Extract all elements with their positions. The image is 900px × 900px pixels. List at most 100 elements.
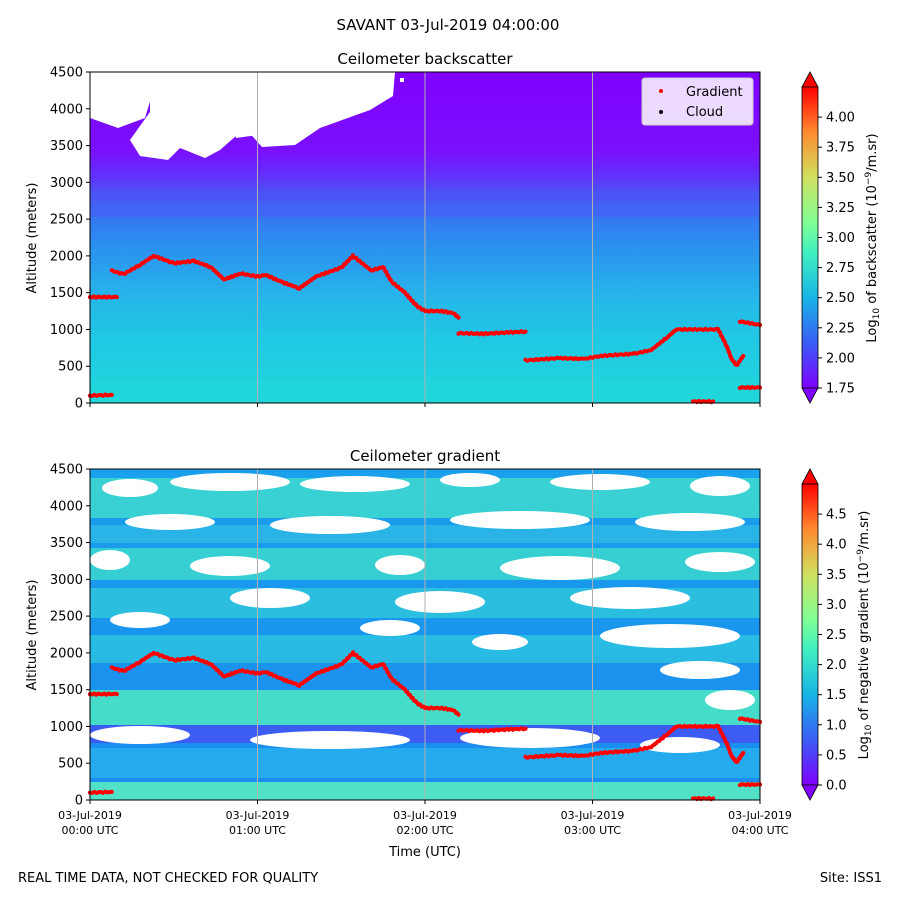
gradient-nodata-patch [110, 612, 170, 628]
colorbar-tick-label: 4.5 [826, 508, 847, 523]
backscatter-nodata-patch [130, 72, 395, 160]
x-tick-label: 04:00 UTC [731, 824, 788, 837]
colorbar-tick-label: 3.50 [826, 171, 855, 186]
backscatter-y-ticks: 0 500 1000 1500 2000 2500 3000 3500 4000 4500 [50, 66, 90, 412]
gradient-point [523, 726, 528, 731]
backscatter-panel: Ceilometer backscatter 0 500 1000 1500 2000 2… [25, 50, 882, 412]
y-tick-label: 4500 [50, 66, 83, 81]
colorbar-tick-label: 1.0 [826, 718, 847, 733]
colorbar-tick-label: 2.75 [826, 261, 855, 276]
colorbar-tick-label: 3.5 [826, 568, 847, 583]
backscatter-colorbar: 1.75 2.00 2.25 2.50 2.75 3.00 3.25 3.50 3.75 4.00… [801, 71, 882, 404]
gradient-nodata-patch [190, 556, 270, 576]
gradient-nodata-patch [600, 624, 740, 648]
colorbar-label-part: of negative gradient (10 [857, 562, 872, 724]
colorbar-label-sup: −9 [864, 172, 874, 186]
y-tick-label: 500 [58, 360, 83, 375]
gradient-y-ticks: 0 500 1000 1500 2000 2500 3000 3500 4000 4500 [50, 463, 90, 809]
gradient-x-ticks: 03-Jul-2019 00:00 UTC 03-Jul-2019 01:00 UTC… [58, 800, 792, 837]
colorbar-tick-label: 2.5 [826, 628, 847, 643]
legend-cloud-marker [659, 110, 663, 114]
gradient-nodata-patch [270, 516, 390, 534]
x-tick-label: 03-Jul-2019 [561, 809, 625, 822]
colorbar-label-sup: −9 [856, 549, 866, 563]
backscatter-nodata-patch [90, 72, 152, 128]
gradient-colorbar-label: Log10 of negative gradient (10−9/m.sr) [856, 511, 874, 760]
x-tick-label: 03-Jul-2019 [226, 809, 290, 822]
colorbar-tick-label: 2.25 [826, 321, 855, 336]
gradient-nodata-patch [472, 634, 528, 650]
colorbar-tick-label: 2.00 [826, 351, 855, 366]
y-tick-label: 4500 [50, 463, 83, 478]
colorbar-label-part: /m.sr) [865, 133, 880, 171]
colorbar-tick-label: 3.25 [826, 201, 855, 216]
y-tick-label: 1000 [50, 323, 83, 338]
gradient-nodata-patch [90, 550, 130, 570]
y-tick-label: 1500 [50, 286, 83, 301]
gradient-colorbar: 0.00.51.01.52.02.53.03.54.04.5 Log10 of … [801, 468, 874, 801]
x-tick-label: 00:00 UTC [61, 824, 118, 837]
backscatter-nodata-patch [180, 100, 186, 106]
x-tick-label: 03-Jul-2019 [393, 809, 457, 822]
gradient-nodata-patch [360, 620, 420, 636]
backscatter-x-ticks [89, 403, 761, 407]
legend-gradient-marker [659, 89, 663, 93]
colorbar-label-sub: 10 [864, 724, 874, 736]
y-tick-label: 3500 [50, 139, 83, 154]
colorbar-tick-label: 2.50 [826, 291, 855, 306]
colorbar-label-part: of backscatter (10 [865, 185, 880, 308]
x-tick-label: 03:00 UTC [564, 824, 621, 837]
gradient-ylabel: Altitude (meters) [25, 580, 40, 691]
y-tick-label: 1500 [50, 683, 83, 698]
colorbar-tick-label: 2.0 [826, 658, 847, 673]
colorbar-bar [801, 86, 819, 389]
colorbar-tick-label: 4.00 [826, 111, 855, 126]
legend-gradient-label: Gradient [686, 85, 743, 100]
backscatter-title: Ceilometer backscatter [337, 50, 513, 68]
legend-cloud-label: Cloud [686, 105, 723, 120]
colorbar-extend-top [801, 468, 819, 485]
colorbar-label-part: /m.sr) [857, 511, 872, 549]
colorbar-extend-bottom [801, 387, 819, 404]
gradient-nodata-patch [395, 591, 485, 613]
gradient-nodata-patch [450, 511, 590, 529]
gradient-title: Ceilometer gradient [350, 447, 500, 465]
gradient-colorbar-ticks: 0.0 0.5 1.0 1.5 2.0 2.5 3.0 3.5 4.0 4.5 [818, 508, 847, 794]
gradient-point [109, 392, 114, 398]
backscatter-gridlines [257, 72, 593, 403]
gradient-nodata-patch [375, 555, 425, 575]
y-tick-label: 2500 [50, 610, 83, 625]
colorbar-tick-label: 0.0 [826, 779, 847, 794]
gradient-point [114, 294, 119, 300]
colorbar-tick-label: 3.75 [826, 141, 855, 156]
y-tick-label: 500 [58, 757, 83, 772]
footer-site: Site: ISS1 [820, 871, 882, 886]
y-tick-label: 0 [75, 794, 83, 809]
gradient-xlabel: Time (UTC) [388, 845, 461, 860]
y-tick-label: 3500 [50, 536, 83, 551]
colorbar-tick-label: 3.0 [826, 598, 847, 613]
gradient-point [741, 353, 746, 359]
gradient-point [456, 712, 461, 717]
gradient-nodata-patch [550, 474, 650, 490]
legend: Gradient Cloud [641, 77, 754, 126]
gradient-nodata-patch [90, 726, 190, 744]
backscatter-gradient-series [87, 253, 763, 405]
backscatter-nodata-patch [400, 78, 404, 82]
gradient-point [523, 329, 528, 334]
y-tick-label: 1000 [50, 720, 83, 735]
gradient-point [114, 691, 119, 697]
gradient-nodata-patch [125, 514, 215, 530]
gradient-panel: Ceilometer gradient [25, 447, 874, 860]
gradient-nodata-patch [250, 731, 410, 749]
colorbar-extend-top [801, 71, 819, 88]
y-tick-label: 2000 [50, 249, 83, 264]
gradient-nodata-patch [440, 473, 500, 487]
x-tick-label: 01:00 UTC [229, 824, 286, 837]
gradient-nodata-patch [170, 473, 290, 491]
y-tick-label: 3000 [50, 176, 83, 191]
colorbar-tick-label: 1.75 [826, 382, 855, 397]
x-tick-label: 03-Jul-2019 [58, 809, 122, 822]
x-tick-label: 03-Jul-2019 [728, 809, 792, 822]
